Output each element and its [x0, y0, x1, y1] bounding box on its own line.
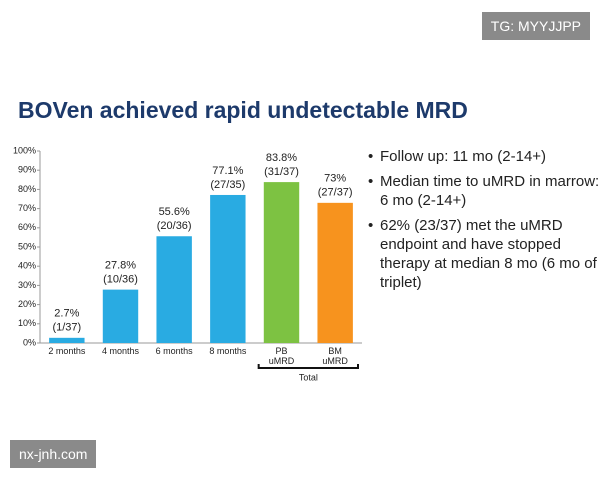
bar: [210, 194, 246, 343]
y-tick-label: 10%: [18, 318, 36, 328]
y-tick-label: 40%: [18, 261, 36, 271]
bullet: Follow up: 11 mo (2-14+): [368, 147, 600, 166]
x-tick-label: 8 months: [209, 346, 247, 356]
fraction-label: (20/36): [157, 220, 192, 232]
bar: [263, 182, 300, 343]
fraction-label: (27/35): [210, 179, 245, 191]
bullet: Median time to uMRD in marrow: 6 mo (2-1…: [368, 172, 600, 210]
watermark: TG: MYYJJPP: [481, 12, 590, 40]
fraction-label: (31/37): [264, 166, 299, 178]
y-tick-label: 90%: [18, 165, 36, 175]
fraction-label: (1/37): [52, 322, 81, 334]
bar: [317, 202, 353, 343]
bullet: 62% (23/37) met the uMRD endpoint and ha…: [368, 216, 600, 292]
y-tick-label: 70%: [18, 203, 36, 213]
slide-title: BOVen achieved rapid undetectable MRD: [18, 97, 468, 123]
value-label: 73%: [324, 173, 346, 185]
group-label: Total: [299, 372, 318, 382]
bar: [49, 337, 85, 343]
x-tick-label: PB uMRD: [268, 346, 295, 366]
y-tick-label: 60%: [18, 222, 36, 232]
value-label: 27.8%: [105, 260, 136, 272]
bar: [156, 236, 192, 343]
y-tick-label: 50%: [18, 241, 36, 251]
watermark: nx-jnh.com: [10, 440, 97, 468]
x-tick-label: 4 months: [101, 346, 139, 356]
y-tick-label: 80%: [18, 184, 36, 194]
value-label: 55.6%: [159, 206, 190, 218]
y-tick-label: 100%: [13, 145, 36, 155]
bar: [102, 289, 139, 343]
fraction-label: (27/37): [318, 187, 353, 199]
y-tick-label: 0%: [23, 337, 36, 347]
bullet-list: Follow up: 11 mo (2-14+) Median time to u…: [368, 147, 600, 298]
value-label: 2.7%: [54, 308, 79, 320]
y-tick-label: 20%: [18, 299, 36, 309]
x-tick-label: 2 months: [48, 346, 86, 356]
group-bracket: [257, 364, 359, 369]
fraction-label: (10/36): [103, 274, 138, 286]
value-label: 77.1%: [212, 165, 243, 177]
x-tick-label: BM uMRD: [322, 346, 348, 366]
y-tick-label: 30%: [18, 280, 36, 290]
value-label: 83.8%: [266, 152, 297, 164]
x-tick-label: 6 months: [155, 346, 193, 356]
